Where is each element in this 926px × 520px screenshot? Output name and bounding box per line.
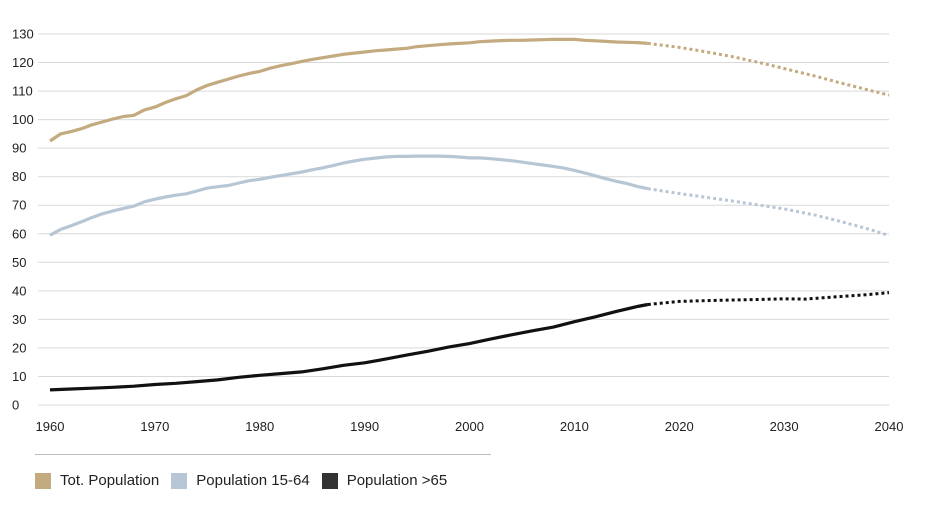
y-tick-label: 40 <box>12 283 26 298</box>
series-line-total-population-actual <box>49 37 648 143</box>
x-tick-label: 1970 <box>140 419 169 434</box>
x-axis-tick-labels: 1960 1970 1980 1990 2000 2010 2020 2030 2040 <box>36 419 904 434</box>
legend-swatch-total-population <box>35 472 51 489</box>
x-tick-label: 1980 <box>245 419 274 434</box>
x-tick-label: 2010 <box>560 419 589 434</box>
legend-swatch-population-over-65 <box>321 472 338 489</box>
legend-item-population-15-64: Population 15-64 <box>171 472 310 489</box>
series-line-population-15-64-actual <box>49 154 649 237</box>
x-tick-label: 2020 <box>665 419 694 434</box>
series-line-total-population-projected <box>647 41 890 97</box>
x-tick-label: 2000 <box>455 419 484 434</box>
legend-label-population-15-64: Population 15-64 <box>196 472 310 489</box>
series-lines <box>49 37 890 392</box>
series-line-population-over-65-actual <box>49 302 649 392</box>
y-tick-label: 100 <box>12 112 34 127</box>
legend-divider <box>35 454 491 455</box>
y-tick-label: 50 <box>12 255 26 270</box>
x-tick-label: 1960 <box>36 419 65 434</box>
x-tick-label: 2040 <box>875 419 904 434</box>
y-tick-label: 70 <box>12 198 26 213</box>
y-tick-label: 30 <box>12 312 26 327</box>
series-line-population-over-65-projected <box>647 291 890 306</box>
y-tick-label: 10 <box>12 369 26 384</box>
x-tick-label: 1990 <box>350 419 379 434</box>
y-tick-label: 110 <box>12 84 33 99</box>
legend-swatch-population-15-64 <box>171 472 188 489</box>
x-tick-label: 2030 <box>770 419 799 434</box>
y-tick-label: 120 <box>12 55 34 70</box>
y-axis-tick-labels: 0 10 20 30 40 50 60 70 80 90 100 110 120 130 <box>12 27 34 413</box>
series-line-population-15-64-projected <box>647 187 890 237</box>
legend: Tot. Population Population 15-64 Populat… <box>35 472 459 489</box>
y-tick-label: 60 <box>12 226 26 241</box>
y-tick-label: 80 <box>12 169 26 184</box>
legend-item-total-population: Tot. Population <box>35 472 159 489</box>
gridlines <box>38 33 889 406</box>
y-tick-label: 130 <box>12 27 34 42</box>
legend-label-population-over-65: Population >65 <box>346 472 448 489</box>
y-tick-label: 0 <box>12 398 19 413</box>
legend-label-total-population: Tot. Population <box>60 472 160 489</box>
y-tick-label: 20 <box>12 340 26 355</box>
legend-item-population-over-65: Population >65 <box>321 472 448 489</box>
y-tick-label: 90 <box>12 141 26 156</box>
